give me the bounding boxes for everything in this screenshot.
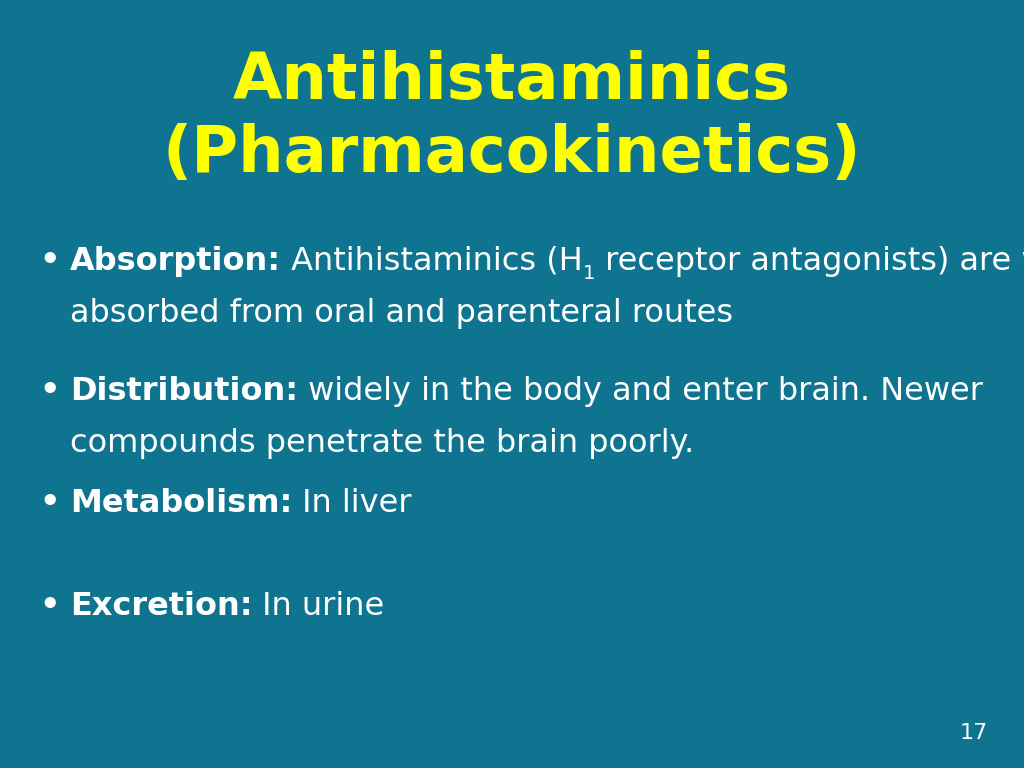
Text: compounds penetrate the brain poorly.: compounds penetrate the brain poorly. — [70, 429, 694, 459]
Text: In urine: In urine — [252, 591, 384, 622]
Text: Absorption:: Absorption: — [70, 246, 281, 276]
Text: Antihistaminics (H: Antihistaminics (H — [281, 246, 583, 276]
Text: •: • — [39, 246, 59, 276]
Text: •: • — [39, 591, 59, 622]
Text: •: • — [39, 376, 59, 407]
Text: widely in the body and enter brain. Newer: widely in the body and enter brain. Newe… — [298, 376, 983, 407]
Text: 17: 17 — [959, 723, 988, 743]
Text: 1: 1 — [583, 264, 595, 283]
Text: absorbed from oral and parenteral routes: absorbed from oral and parenteral routes — [70, 298, 733, 329]
Text: (Pharmacokinetics): (Pharmacokinetics) — [163, 123, 861, 184]
Text: Distribution:: Distribution: — [70, 376, 298, 407]
Text: Antihistaminics: Antihistaminics — [232, 50, 792, 111]
Text: Metabolism:: Metabolism: — [70, 488, 292, 518]
Text: Excretion:: Excretion: — [70, 591, 252, 622]
Text: •: • — [39, 488, 59, 518]
Text: In liver: In liver — [292, 488, 412, 518]
Text: receptor antagonists) are well: receptor antagonists) are well — [595, 246, 1024, 276]
